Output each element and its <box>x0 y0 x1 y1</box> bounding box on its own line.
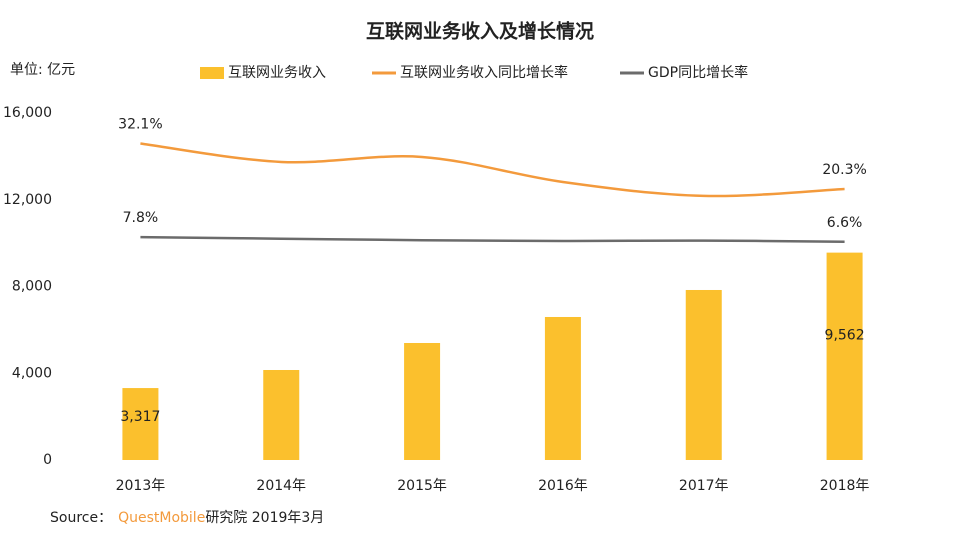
source-prefix: Source： <box>50 510 112 526</box>
unit-label: 单位: 亿元 <box>10 62 75 78</box>
chart-title: 互联网业务收入及增长情况 <box>366 20 594 43</box>
y-tick-label: 8,000 <box>12 279 52 295</box>
bar <box>544 316 581 460</box>
source: Source： QuestMobile研究院 2019年3月 <box>50 510 324 526</box>
y-tick-label: 12,000 <box>3 192 52 208</box>
source-brand: QuestMobile <box>118 510 205 526</box>
x-tick-label: 2015年 <box>397 478 447 494</box>
bar <box>826 252 863 460</box>
source-suffix: 研究院 2019年3月 <box>205 510 324 526</box>
legend-label: 互联网业务收入同比增长率 <box>400 64 568 81</box>
line <box>140 235 845 244</box>
bar <box>404 342 441 460</box>
data-label: 32.1% <box>118 116 162 132</box>
bar <box>263 369 300 460</box>
x-tick-label: 2018年 <box>820 478 870 494</box>
legend-label: GDP同比增长率 <box>648 64 748 81</box>
y-tick-label: 0 <box>43 452 52 468</box>
legend-swatch <box>200 67 224 79</box>
y-tick-label: 16,000 <box>3 105 52 121</box>
line <box>140 142 845 198</box>
x-tick-label: 2013年 <box>116 478 166 494</box>
y-tick-label: 4,000 <box>12 365 52 381</box>
data-label: 20.3% <box>822 162 866 178</box>
data-label: 9,562 <box>825 328 865 344</box>
data-label: 3,317 <box>120 409 160 425</box>
bar <box>122 388 159 460</box>
data-label: 7.8% <box>123 210 159 226</box>
x-tick-label: 2016年 <box>538 478 588 494</box>
x-tick-label: 2017年 <box>679 478 729 494</box>
data-label: 6.6% <box>827 215 863 231</box>
legend-label: 互联网业务收入 <box>228 65 326 81</box>
bar <box>685 289 722 460</box>
x-tick-label: 2014年 <box>256 478 306 494</box>
